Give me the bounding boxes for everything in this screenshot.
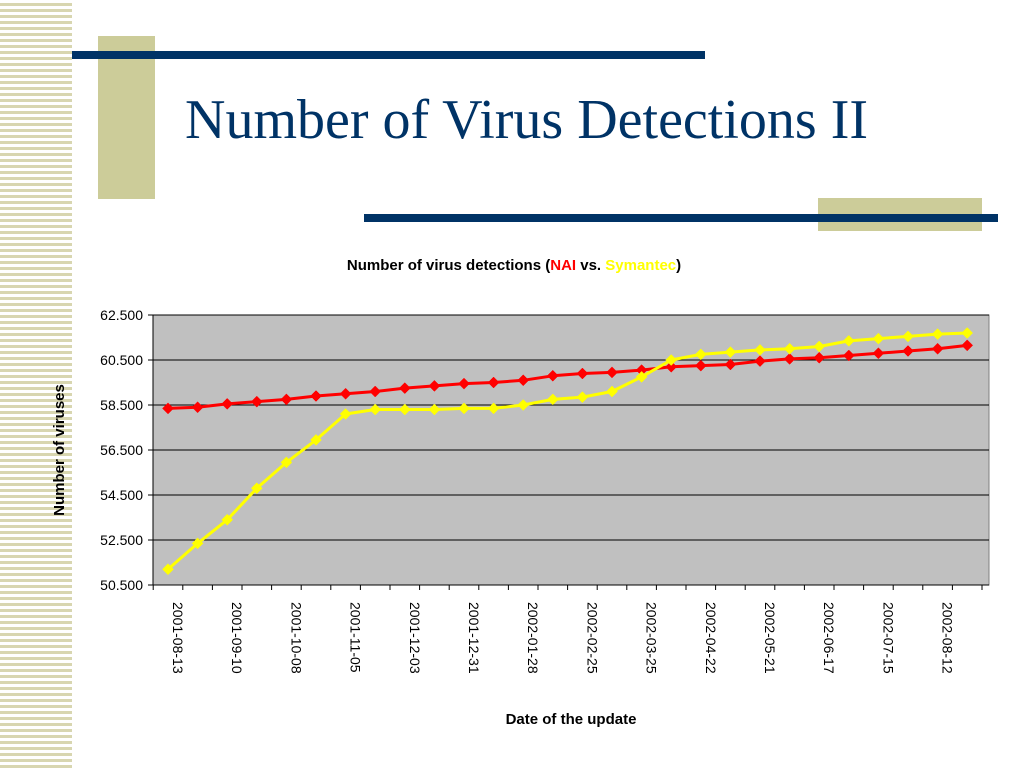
data-point bbox=[694, 348, 707, 361]
y-tick-labels: 50.500 52.500 54.500 56.500 58.500 60.500 62.5… bbox=[100, 307, 143, 593]
y-axis-label: Number of viruses bbox=[51, 384, 68, 516]
x-tick-label: 2002-03-25 bbox=[644, 602, 660, 674]
x-tick-label: 2002-01-28 bbox=[525, 602, 541, 674]
data-point bbox=[665, 360, 678, 373]
data-point bbox=[280, 393, 293, 406]
data-point bbox=[546, 369, 559, 382]
data-point bbox=[280, 456, 293, 469]
data-point bbox=[487, 402, 500, 415]
blue-rule-top bbox=[72, 51, 705, 59]
data-point bbox=[783, 342, 796, 355]
data-point bbox=[961, 327, 974, 339]
chart-title-part: ) bbox=[676, 257, 681, 274]
y-tick-label: 52.500 bbox=[100, 532, 143, 548]
data-point bbox=[931, 342, 944, 355]
chart-title-part: NAI bbox=[550, 257, 576, 274]
data-point bbox=[458, 377, 470, 390]
x-tick-label: 2001-08-13 bbox=[170, 602, 186, 674]
data-point bbox=[931, 328, 944, 340]
y-tick-label: 54.500 bbox=[100, 487, 143, 503]
x-tick-label: 2002-06-17 bbox=[821, 602, 837, 674]
data-point bbox=[428, 380, 441, 392]
x-tick-label: 2001-09-10 bbox=[229, 602, 245, 674]
data-point bbox=[250, 482, 263, 495]
y-tick-label: 60.500 bbox=[100, 352, 143, 368]
x-tick-label: 2002-07-15 bbox=[880, 602, 896, 674]
x-axis-label: Date of the update bbox=[506, 711, 637, 728]
x-tick-label: 2002-05-21 bbox=[762, 602, 778, 674]
series-line bbox=[167, 331, 968, 571]
data-point bbox=[339, 387, 352, 400]
axes bbox=[148, 314, 989, 590]
data-point bbox=[398, 382, 411, 394]
data-point bbox=[191, 537, 204, 550]
data-point bbox=[458, 402, 470, 415]
data-point bbox=[783, 353, 796, 365]
chart-title: Number of virus detections (NAI vs. Syma… bbox=[347, 257, 681, 274]
data-point bbox=[546, 393, 559, 406]
data-point bbox=[842, 335, 855, 347]
data-point bbox=[606, 366, 618, 379]
data-point bbox=[310, 434, 322, 446]
data-point bbox=[487, 376, 500, 389]
data-point bbox=[428, 403, 441, 416]
left-stripe-decoration bbox=[0, 0, 72, 768]
data-point bbox=[694, 359, 707, 372]
data-point bbox=[902, 330, 914, 343]
data-point bbox=[250, 395, 263, 408]
data-point bbox=[191, 401, 204, 414]
data-point bbox=[842, 349, 855, 362]
series-2 bbox=[162, 327, 974, 576]
x-tick-label: 2002-04-22 bbox=[703, 602, 719, 674]
data-point bbox=[221, 513, 234, 526]
data-point bbox=[724, 346, 737, 358]
data-point bbox=[635, 371, 648, 383]
chart-title-part: Symantec bbox=[605, 257, 676, 274]
data-point bbox=[369, 403, 382, 416]
data-point bbox=[754, 344, 766, 356]
data-point bbox=[665, 354, 678, 366]
x-tick-labels: 2001-08-13 2001-09-10 2001-10-08 2001-11-05… bbox=[170, 602, 956, 674]
x-tick-label: 2002-08-12 bbox=[940, 602, 956, 674]
data-point bbox=[517, 399, 530, 411]
y-tick-label: 50.500 bbox=[100, 577, 143, 593]
x-tick-label: 2001-11-05 bbox=[348, 602, 364, 673]
data-point bbox=[813, 351, 826, 364]
x-tick-label: 2001-10-08 bbox=[288, 602, 304, 674]
khaki-block-top-left bbox=[98, 36, 155, 199]
y-tick-label: 62.500 bbox=[100, 307, 143, 323]
data-point bbox=[961, 339, 974, 352]
data-point bbox=[872, 347, 885, 360]
data-point bbox=[754, 355, 766, 367]
data-point bbox=[606, 385, 618, 398]
x-tick-label: 2002-02-25 bbox=[584, 602, 600, 674]
data-point bbox=[369, 385, 382, 398]
series-line bbox=[167, 343, 968, 410]
slide-title: Number of Virus Detections II bbox=[185, 89, 868, 151]
data-point bbox=[576, 391, 589, 403]
data-point bbox=[872, 332, 885, 345]
data-point bbox=[398, 403, 411, 416]
data-point bbox=[517, 374, 530, 387]
series-1 bbox=[162, 339, 974, 415]
y-tick-label: 58.500 bbox=[100, 397, 143, 413]
data-point bbox=[902, 345, 914, 357]
data-point bbox=[221, 398, 234, 410]
data-point bbox=[724, 358, 737, 371]
chart-title-part: Number of virus detections ( bbox=[347, 257, 550, 274]
blue-rule-bottom bbox=[364, 214, 998, 222]
data-point bbox=[310, 390, 322, 402]
x-tick-label: 2001-12-31 bbox=[466, 602, 482, 674]
series-group bbox=[162, 327, 974, 576]
data-point bbox=[576, 367, 589, 380]
chart-title-part: vs. bbox=[576, 257, 605, 274]
y-tick-label: 56.500 bbox=[100, 442, 143, 458]
data-point bbox=[339, 408, 352, 420]
x-tick-label: 2001-12-03 bbox=[407, 602, 423, 674]
data-point bbox=[162, 402, 174, 415]
data-point bbox=[813, 340, 826, 353]
data-point bbox=[162, 563, 174, 576]
